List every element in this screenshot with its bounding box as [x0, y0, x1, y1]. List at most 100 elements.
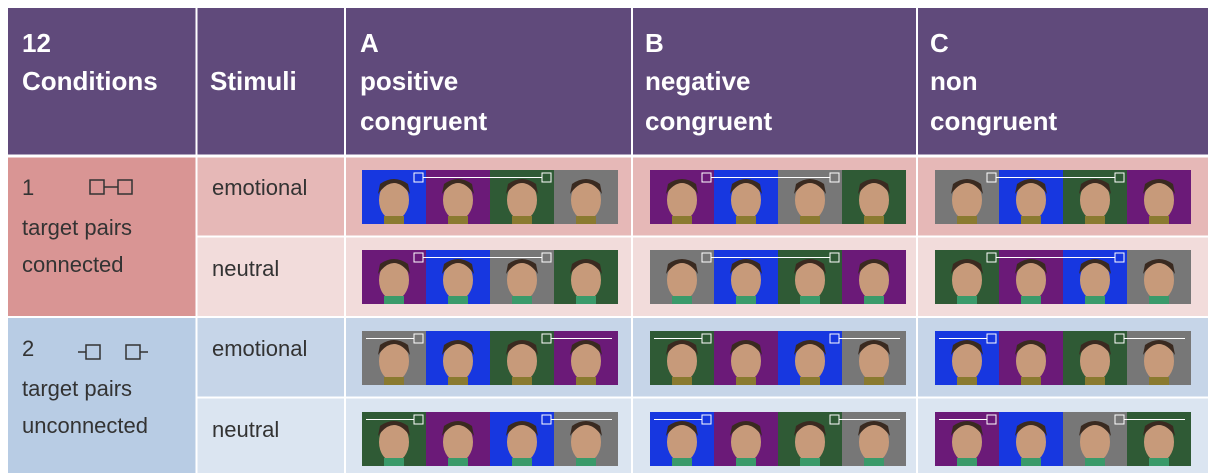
- face: [667, 341, 697, 381]
- header-text: Conditions: [22, 66, 158, 96]
- header-text: Stimuli: [210, 66, 297, 96]
- face: [952, 422, 982, 462]
- neck: [800, 458, 820, 466]
- face: [952, 180, 982, 220]
- face: [952, 341, 982, 381]
- header-text: congruent: [930, 106, 1057, 136]
- hair: [506, 340, 538, 355]
- hair: [1015, 179, 1047, 194]
- neck: [448, 216, 468, 224]
- face: [507, 422, 537, 462]
- neck: [736, 296, 756, 304]
- face: [571, 260, 601, 300]
- neck: [512, 458, 532, 466]
- hair: [951, 421, 983, 436]
- header-text: negative: [645, 66, 751, 96]
- header-text: C: [930, 28, 949, 58]
- neck: [576, 216, 596, 224]
- stimulus-label: emotional: [212, 336, 307, 361]
- neck: [957, 377, 977, 385]
- neck: [1149, 377, 1169, 385]
- hair: [570, 259, 602, 274]
- face: [1016, 180, 1046, 220]
- face: [571, 422, 601, 462]
- face: [1144, 341, 1174, 381]
- cell-borders: [8, 8, 1208, 473]
- hair: [1015, 421, 1047, 436]
- neck: [384, 296, 404, 304]
- neck: [1085, 296, 1105, 304]
- neck: [1085, 377, 1105, 385]
- photo-strip: [650, 170, 906, 224]
- hair: [506, 421, 538, 436]
- neck: [1085, 216, 1105, 224]
- hair: [378, 421, 410, 436]
- condition-number: 2: [22, 336, 34, 361]
- photo-strip: [650, 331, 906, 385]
- stimulus-label: neutral: [212, 256, 279, 281]
- neck: [576, 458, 596, 466]
- face: [795, 180, 825, 220]
- face: [859, 180, 889, 220]
- hair: [442, 179, 474, 194]
- header-text: A: [360, 28, 379, 58]
- neck: [672, 377, 692, 385]
- hair: [858, 179, 890, 194]
- photo-strip: [362, 331, 618, 385]
- unconnected-icon: [78, 344, 148, 360]
- face: [859, 341, 889, 381]
- neck: [512, 377, 532, 385]
- neck: [1021, 458, 1041, 466]
- stimulus-label: neutral: [212, 417, 279, 442]
- hair: [1015, 340, 1047, 355]
- hair: [378, 259, 410, 274]
- face: [731, 422, 761, 462]
- neck: [576, 377, 596, 385]
- header-text: non: [930, 66, 978, 96]
- neck: [864, 458, 884, 466]
- neck: [448, 296, 468, 304]
- neck: [864, 216, 884, 224]
- photo-strip: [935, 170, 1191, 224]
- hair: [666, 259, 698, 274]
- face: [1016, 260, 1046, 300]
- hair: [506, 259, 538, 274]
- face: [731, 260, 761, 300]
- face: [1080, 341, 1110, 381]
- neck: [800, 296, 820, 304]
- hair: [858, 340, 890, 355]
- face: [1144, 422, 1174, 462]
- face: [443, 422, 473, 462]
- face: [731, 341, 761, 381]
- neck: [800, 216, 820, 224]
- face: [507, 180, 537, 220]
- face: [1144, 180, 1174, 220]
- neck: [512, 216, 532, 224]
- hair: [1079, 179, 1111, 194]
- face: [379, 341, 409, 381]
- face: [507, 341, 537, 381]
- hair: [794, 340, 826, 355]
- condition-label: target pairs: [22, 215, 132, 240]
- neck: [1085, 458, 1105, 466]
- neck: [864, 296, 884, 304]
- header-text: 12: [22, 28, 51, 58]
- hair: [1079, 340, 1111, 355]
- hair: [570, 421, 602, 436]
- neck: [1021, 216, 1041, 224]
- photo-strip: [362, 170, 618, 224]
- condition-label: target pairs: [22, 376, 132, 401]
- neck: [1021, 296, 1041, 304]
- hair: [730, 259, 762, 274]
- face: [731, 180, 761, 220]
- face: [507, 260, 537, 300]
- hair: [1143, 340, 1175, 355]
- hair: [442, 421, 474, 436]
- neck: [736, 458, 756, 466]
- face: [667, 422, 697, 462]
- neck: [736, 216, 756, 224]
- header-text: congruent: [645, 106, 772, 136]
- face: [1080, 422, 1110, 462]
- neck: [1149, 216, 1169, 224]
- neck: [1149, 296, 1169, 304]
